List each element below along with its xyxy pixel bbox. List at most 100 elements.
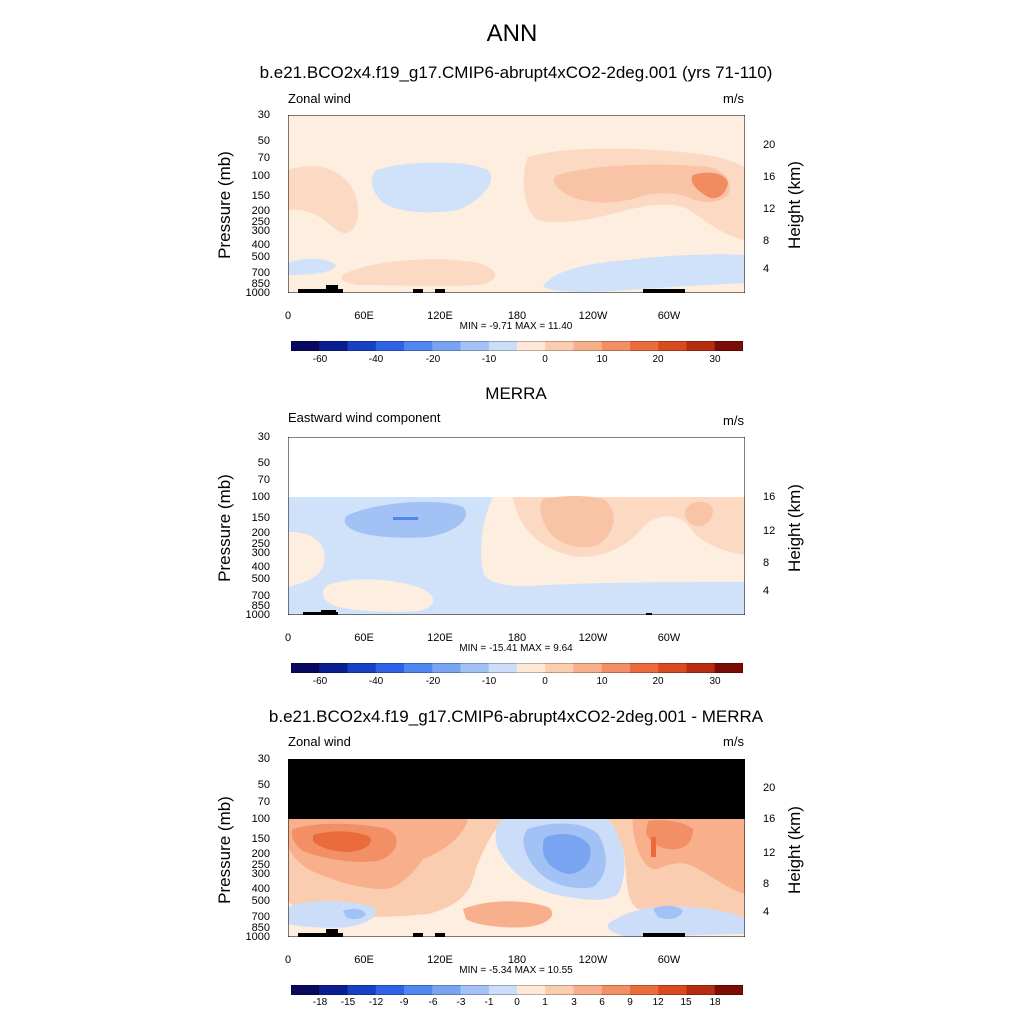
panel-3-rtick-4: 4 <box>763 906 770 918</box>
panel-3-colorbar-swatch-2 <box>347 985 377 995</box>
panel-3-colorbar-swatch-4 <box>404 985 433 995</box>
panel-1-colorbar-swatch-8 <box>517 341 546 351</box>
panel-1-ytick-300: 300 <box>251 225 270 237</box>
panel-2-ytick-500: 500 <box>251 573 270 585</box>
panel-2-ytick-250: 250 <box>251 538 270 550</box>
panel-1-colorbar-swatch-4 <box>404 341 433 351</box>
panel-3-contour-lower-negative-right-core <box>653 905 683 919</box>
panel-1-colorbar-swatch-2 <box>347 341 377 351</box>
panel-3-cb-label-3: 3 <box>571 997 577 1008</box>
panel-2-xtick-120E: 120E <box>427 632 453 644</box>
panel-3-cb-label-0: 0 <box>514 997 520 1008</box>
panel-1-topography <box>298 285 685 293</box>
panel-1-colorbar-swatch-14 <box>686 341 716 351</box>
panel-3-cb-label-1: 1 <box>542 997 548 1008</box>
panel-1-ytick-700: 700 <box>251 267 270 279</box>
panel-2-colorbar-swatch-7 <box>488 663 518 673</box>
panel-3-ytick-300: 300 <box>251 868 270 880</box>
panel-2-colorbar-swatch-1 <box>319 663 348 673</box>
panel-2-xtick-60W: 60W <box>657 632 681 644</box>
panel-3-colorbar-swatch-15 <box>714 985 743 995</box>
panel-3-ytick-850: 850 <box>251 922 270 934</box>
panel-1-xtick-180: 180 <box>507 310 527 322</box>
panel-2-colorbar-swatch-4 <box>404 663 433 673</box>
panel-1-xtick-120W: 120W <box>578 310 608 322</box>
panel-1-colorbar-swatch-15 <box>714 341 743 351</box>
panel-2-colorbar-swatch-0 <box>291 663 320 673</box>
panel-2-ytick-200: 200 <box>251 527 270 539</box>
panel-1-rtick-16: 16 <box>763 171 776 183</box>
panel-2-colorbar-swatch-10 <box>573 663 603 673</box>
panel-1-contour-east-max <box>691 172 728 199</box>
panel-1-ytick-850: 850 <box>251 278 270 290</box>
panel-2-cb-label-m10: -10 <box>481 676 497 687</box>
panel-2-cb-label-m40: -40 <box>368 676 384 687</box>
panel-3-xtick-180: 180 <box>507 954 527 966</box>
panel-1-ytick-500: 500 <box>251 251 270 263</box>
panel-1-ytick-50: 50 <box>257 135 270 147</box>
panel-1-contour-east-jet-core <box>553 164 730 203</box>
panel-2-cb-label-0: 0 <box>542 676 548 687</box>
panel-2-unit: m/s <box>723 413 744 428</box>
panel-1-xtick-0: 0 <box>284 310 292 322</box>
panel-2-contour-west-negative-max <box>393 517 418 520</box>
panel-3-cb-label-m3: -3 <box>456 997 466 1008</box>
panel-3-colorbar-swatch-14 <box>686 985 716 995</box>
panel-2-xtick-180: 180 <box>507 632 527 644</box>
panel-3-contour-lower-positive <box>463 901 553 928</box>
panel-3-colorbar-swatch-12 <box>630 985 659 995</box>
panel-2-cb-label-10: 10 <box>596 676 608 687</box>
panel-3-colorbar-swatch-6 <box>460 985 490 995</box>
panel-1-rtick-20: 20 <box>763 139 776 151</box>
panel-3-rtick-20: 20 <box>763 782 776 794</box>
panel-3-colorbar-swatch-0 <box>291 985 320 995</box>
panel-3-ytick-700: 700 <box>251 911 270 923</box>
panel-3-colorbar-swatch-8 <box>517 985 546 995</box>
panel-2-rtick-8: 8 <box>763 557 770 569</box>
panel-1-rtick-12: 12 <box>763 203 776 215</box>
panel-1-colorbar-swatch-1 <box>319 341 348 351</box>
panel-3-colorbar <box>291 985 743 995</box>
panel-3-ytick-200: 200 <box>251 848 270 860</box>
panel-1-title: b.e21.BCO2x4.f19_g17.CMIP6-abrupt4xCO2-2… <box>259 63 773 82</box>
panel-2-xtick-0: 0 <box>284 632 292 644</box>
panel-2-ytick-400: 400 <box>251 561 270 573</box>
panel-3-xtick-0: 0 <box>284 954 292 966</box>
panel-3-contour-lower-negative-right <box>607 906 745 937</box>
panel-3-cb-label-m1: -1 <box>484 997 494 1008</box>
panel-1-colorbar-swatch-3 <box>375 341 405 351</box>
panel-3-colorbar-swatch-10 <box>573 985 603 995</box>
panel-1-contour-lower-right-negative <box>543 254 745 292</box>
panel-3-cb-label-m9: -9 <box>399 997 409 1008</box>
panel-2-colorbar-swatch-5 <box>432 663 461 673</box>
panel-1-colorbar-swatch-10 <box>573 341 603 351</box>
panel-2-contour-east-positive-core <box>540 496 614 548</box>
panel-2-xtick-60E: 60E <box>354 632 374 644</box>
panel-1-colorbar-swatch-5 <box>432 341 461 351</box>
panel-3-contour-west-positive-peak <box>313 831 371 852</box>
panel-1-cb-label-30: 30 <box>709 354 721 365</box>
panel-2-ytick-850: 850 <box>251 600 270 612</box>
panel-3-contour-lower-negative-left-core <box>343 908 366 920</box>
panel-3-unit: m/s <box>723 734 744 749</box>
panel-3-cb-label-6: 6 <box>599 997 605 1008</box>
panel-3-ytick-30: 30 <box>257 753 270 765</box>
panel-2-cb-label-m20: -20 <box>425 676 441 687</box>
panel-3-colorbar-swatch-11 <box>601 985 631 995</box>
panel-1-ytick-400: 400 <box>251 239 270 251</box>
panel-1-contour-lower-positive <box>341 259 495 286</box>
panel-2-colorbar-swatch-12 <box>630 663 659 673</box>
panel-3-ytick-70: 70 <box>257 796 270 808</box>
panel-3-contour-east-positive-max <box>646 820 693 850</box>
panel-1-xtick-60E: 60E <box>354 310 374 322</box>
panel-3-xtick-60E: 60E <box>354 954 374 966</box>
panel-2-title: MERRA <box>485 384 547 403</box>
panel-3-ytick-100: 100 <box>251 813 270 825</box>
panel-1-colorbar-swatch-13 <box>658 341 687 351</box>
panel-2-ylabel-right: Height (km) <box>785 484 804 572</box>
panel-3-cb-label-15: 15 <box>680 997 692 1008</box>
panel-3-xtick-120W: 120W <box>578 954 608 966</box>
panel-3-topography <box>298 929 685 937</box>
panel-3-ylabel-right: Height (km) <box>785 806 804 894</box>
panel-3-plot <box>288 759 745 937</box>
